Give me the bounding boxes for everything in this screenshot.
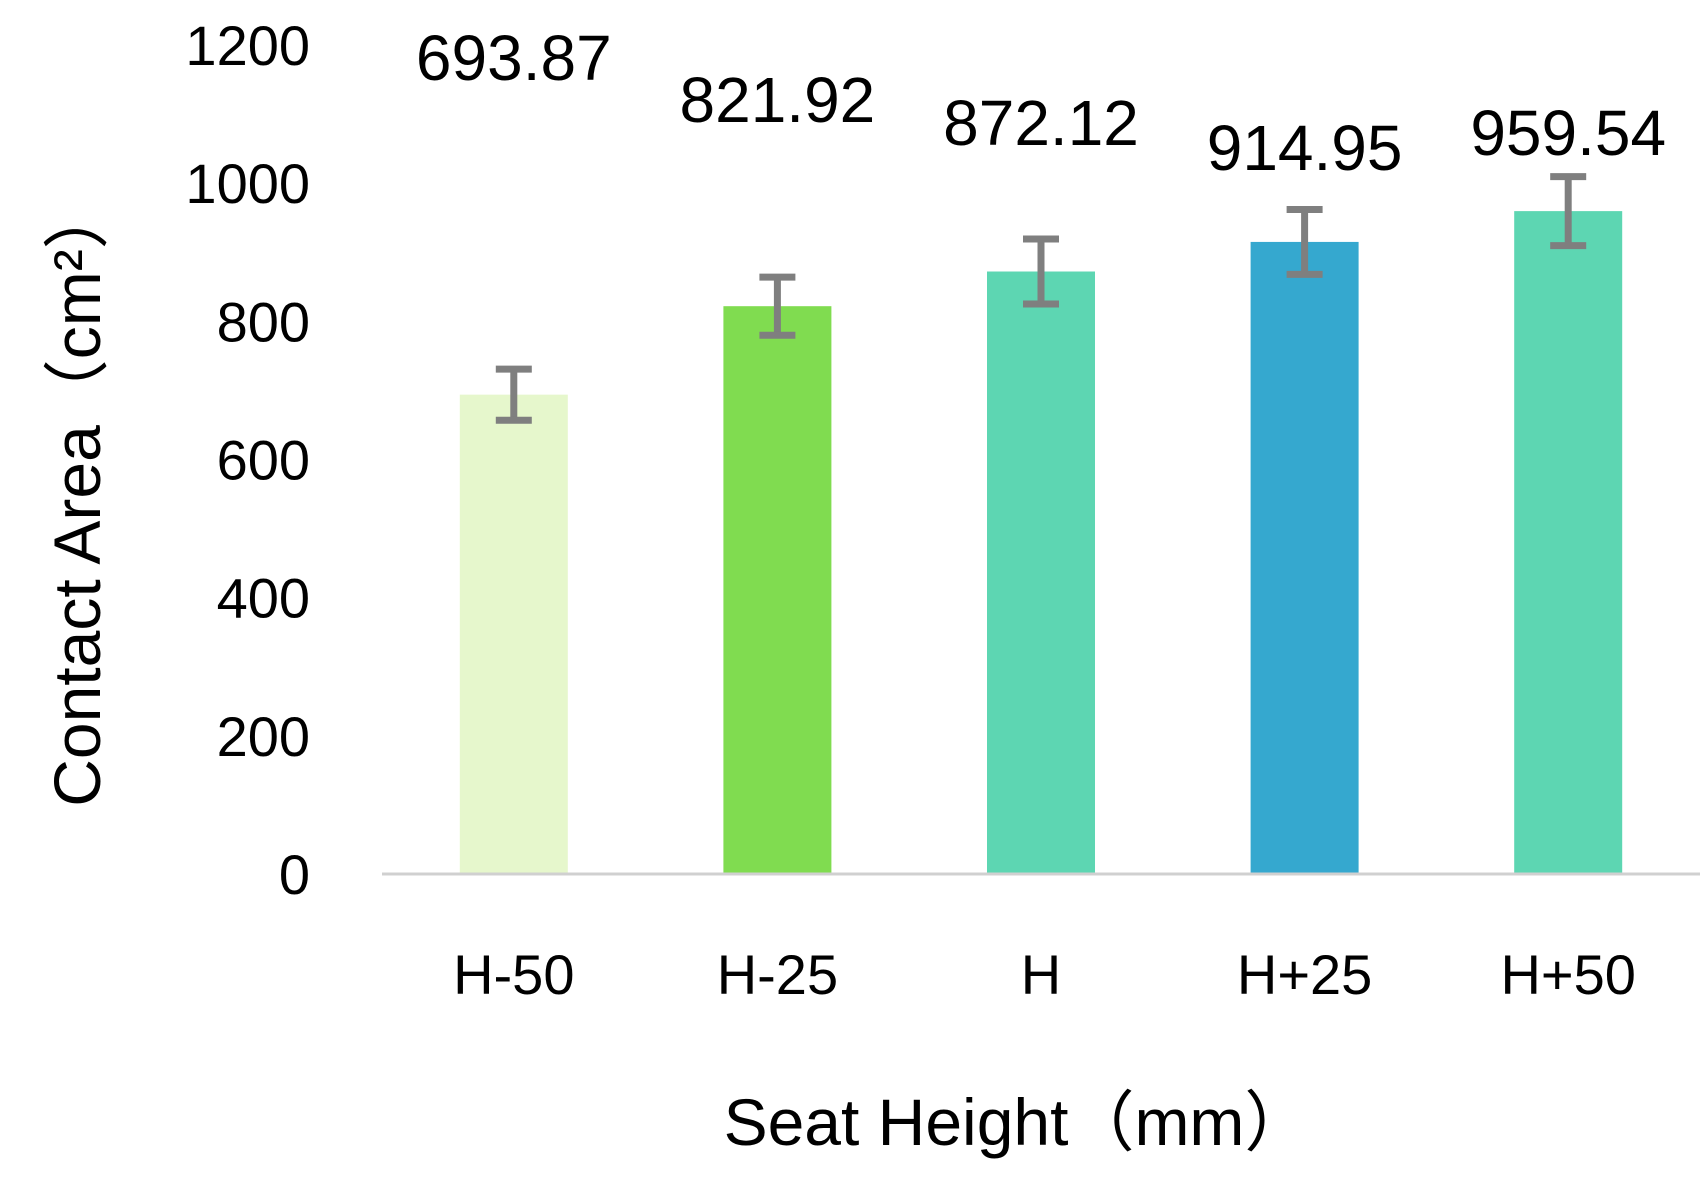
bar-H-25 [723, 306, 832, 874]
y-tick-label: 0 [279, 843, 310, 906]
error-bars-group [495, 173, 1587, 424]
error-bar-H+50 [1550, 173, 1587, 250]
x-axis-title: Seat Height（mm） [724, 1085, 1311, 1159]
y-tick-label: 1000 [185, 152, 310, 215]
y-tick-label: 800 [217, 290, 310, 353]
y-axis-ticks: 0 200 400 600 800 1000 1200 [185, 14, 310, 906]
x-tick-label: H+50 [1500, 943, 1635, 1006]
bar-H+50 [1514, 211, 1623, 874]
bars-group [459, 211, 1623, 874]
error-bar-H+25 [1286, 205, 1323, 278]
x-tick-label: H-50 [453, 943, 574, 1006]
x-tick-label: H+25 [1237, 943, 1372, 1006]
y-tick-label: 400 [217, 567, 310, 630]
bar-H-50 [459, 394, 568, 874]
x-axis-category-labels: H-50 H-25 H H+25 H+50 [453, 943, 1636, 1006]
bar-H+25 [1250, 241, 1359, 874]
data-label: 693.87 [416, 22, 612, 94]
data-label: 872.12 [943, 87, 1139, 159]
data-labels-group: 693.87 821.92 872.12 914.95 959.54 [416, 22, 1666, 184]
error-bar-H-50 [495, 365, 532, 424]
data-label: 914.95 [1207, 112, 1403, 184]
data-label: 959.54 [1470, 97, 1666, 169]
y-tick-label: 1200 [185, 14, 310, 77]
error-bar-H [1023, 235, 1059, 308]
x-tick-label: H-25 [717, 943, 838, 1006]
bar-H [987, 271, 1095, 874]
x-tick-label: H [1021, 943, 1061, 1006]
y-tick-label: 600 [217, 429, 310, 492]
y-tick-label: 200 [217, 705, 310, 768]
data-label: 821.92 [680, 64, 876, 136]
error-bar-H-25 [759, 273, 796, 339]
y-axis-title: Contact Area（cm²） [40, 183, 114, 807]
